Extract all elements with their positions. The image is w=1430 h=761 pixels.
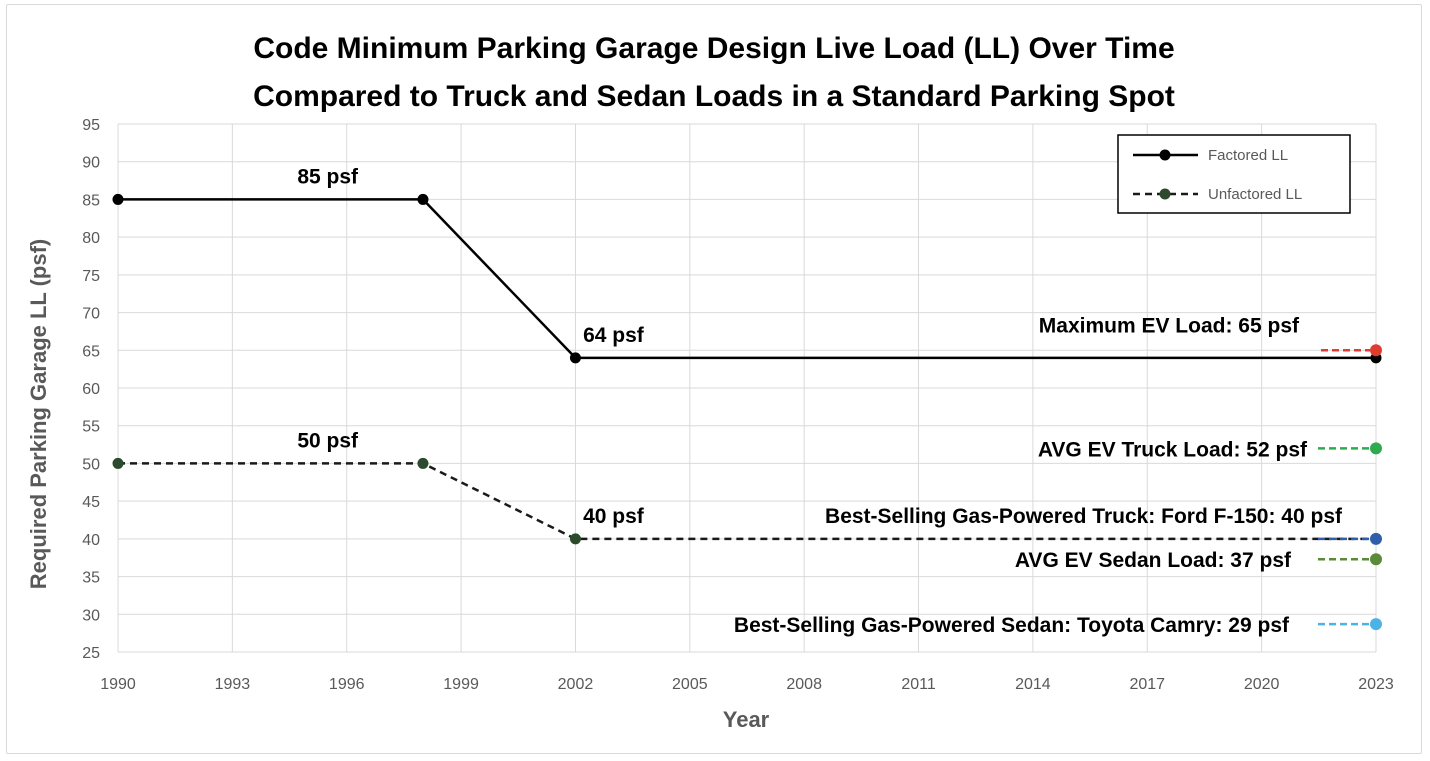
x-tick-label: 2002	[558, 676, 594, 693]
x-tick-label: 1999	[443, 676, 479, 693]
chart-title-line-1: Code Minimum Parking Garage Design Live …	[253, 32, 1174, 65]
legend-box	[1117, 134, 1351, 214]
y-axis-ticks: 25 30 35 40 45 50 55 60 65 70 75 80 85 90 95	[82, 117, 100, 662]
y-tick-label: 55	[82, 419, 100, 436]
point-label: 64 psf	[583, 324, 645, 347]
y-axis-title: Required Parking Garage LL (psf)	[26, 239, 51, 589]
reference-marker	[1370, 532, 1382, 545]
x-tick-label: 1990	[100, 676, 136, 693]
x-tick-label: 2014	[1015, 676, 1051, 693]
x-tick-label: 2011	[901, 676, 936, 693]
legend-factored-label: Factored LL	[1208, 147, 1288, 164]
unfactored-ll-point	[112, 457, 124, 469]
gridlines	[117, 123, 1377, 653]
reference-marker	[1370, 344, 1382, 357]
reference-label: Best-Selling Gas-Powered Truck: Ford F-1…	[825, 505, 1343, 528]
y-tick-label: 30	[82, 607, 100, 624]
y-tick-label: 25	[82, 645, 100, 662]
x-tick-label: 2017	[1129, 676, 1165, 693]
x-tick-label: 2008	[786, 676, 822, 693]
y-tick-label: 45	[82, 494, 100, 511]
y-tick-label: 95	[82, 117, 100, 134]
reference-label: AVG EV Sedan Load: 37 psf	[1015, 549, 1292, 572]
y-tick-label: 70	[82, 306, 100, 323]
chart-frame	[6, 4, 1422, 754]
reference-marker	[1370, 553, 1382, 566]
reference-loads: Maximum EV Load: 65 psf AVG EV Truck Load…	[734, 314, 1382, 637]
chart-title-line-2: Compared to Truck and Sedan Loads in a S…	[253, 80, 1175, 113]
x-tick-label: 2023	[1358, 676, 1394, 693]
reference-marker	[1370, 442, 1382, 455]
reference-label: Best-Selling Gas-Powered Sedan: Toyota C…	[734, 614, 1290, 637]
y-tick-label: 50	[82, 456, 100, 473]
y-tick-label: 75	[82, 268, 100, 285]
x-tick-label: 1996	[329, 676, 365, 693]
legend-unfactored-marker	[1159, 188, 1171, 200]
legend: Factored LL Unfactored LL	[1117, 134, 1351, 214]
point-labels: 85 psf 64 psf 50 psf 40 psf	[297, 165, 644, 527]
x-tick-label: 2005	[672, 676, 708, 693]
y-tick-label: 60	[82, 381, 100, 398]
x-axis-title: Year	[723, 707, 770, 732]
factored-ll-point	[569, 352, 581, 364]
y-tick-label: 40	[82, 532, 100, 549]
legend-factored-marker	[1159, 149, 1171, 161]
reference-label: Maximum EV Load: 65 psf	[1039, 314, 1300, 337]
x-tick-label: 2020	[1244, 676, 1280, 693]
point-label: 40 psf	[583, 505, 645, 528]
unfactored-ll-point	[417, 457, 429, 469]
y-tick-label: 90	[82, 155, 100, 172]
factored-ll-line	[118, 198, 1376, 360]
unfactored-ll-point	[569, 533, 581, 545]
factored-ll-point	[417, 193, 429, 205]
y-tick-label: 85	[82, 192, 100, 209]
series-layer	[112, 193, 1382, 545]
y-tick-label: 65	[82, 343, 100, 360]
factored-ll-point	[112, 193, 124, 205]
x-axis-ticks: 1990 1993 1996 1999 2002 2005 2008 2011 2014 2017…	[100, 676, 1394, 693]
point-label: 50 psf	[297, 429, 359, 452]
legend-unfactored-label: Unfactored LL	[1208, 186, 1302, 203]
y-tick-label: 35	[82, 570, 100, 587]
reference-label: AVG EV Truck Load: 52 psf	[1038, 438, 1308, 461]
x-tick-label: 1993	[215, 676, 251, 693]
unfactored-ll-line	[118, 462, 1376, 541]
reference-marker	[1370, 618, 1382, 631]
y-tick-label: 80	[82, 230, 100, 247]
point-label: 85 psf	[297, 165, 359, 188]
